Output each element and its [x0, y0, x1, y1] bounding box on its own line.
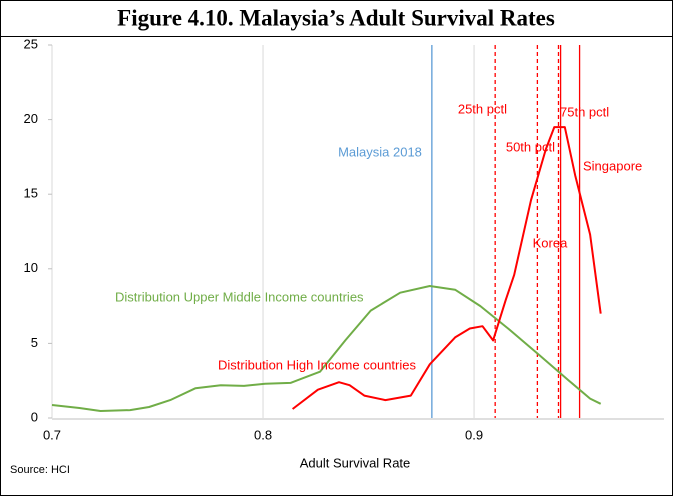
x-axis-label: Adult Survival Rate: [300, 455, 411, 470]
source-note: Source: HCI: [10, 464, 70, 476]
reference-label: Malaysia 2018: [338, 144, 422, 159]
y-tick-label: 5: [31, 335, 38, 350]
series-label: Distribution Upper Middle Income countri…: [115, 289, 364, 304]
y-tick-label: 25: [24, 36, 38, 51]
reference-label: 75th pctl: [560, 104, 609, 119]
reference-label: 25th pctl: [458, 101, 507, 116]
series-line: [51, 285, 602, 412]
y-tick-label: 10: [24, 260, 38, 275]
x-tick-label: 0.8: [254, 427, 272, 442]
reference-label: Korea: [533, 235, 568, 250]
x-tick-label: 0.9: [465, 427, 483, 442]
y-tick-label: 15: [24, 186, 38, 201]
chart-title: Figure 4.10. Malaysia’s Adult Survival R…: [117, 5, 555, 30]
reference-label: Singapore: [583, 158, 642, 173]
reference-label: 50th pctl: [506, 139, 555, 154]
x-tick-label: 0.7: [43, 427, 61, 442]
series-line: [291, 126, 602, 410]
series-label: Distribution High Income countries: [218, 357, 416, 372]
y-tick-label: 0: [31, 409, 38, 424]
y-tick-label: 20: [24, 111, 38, 126]
